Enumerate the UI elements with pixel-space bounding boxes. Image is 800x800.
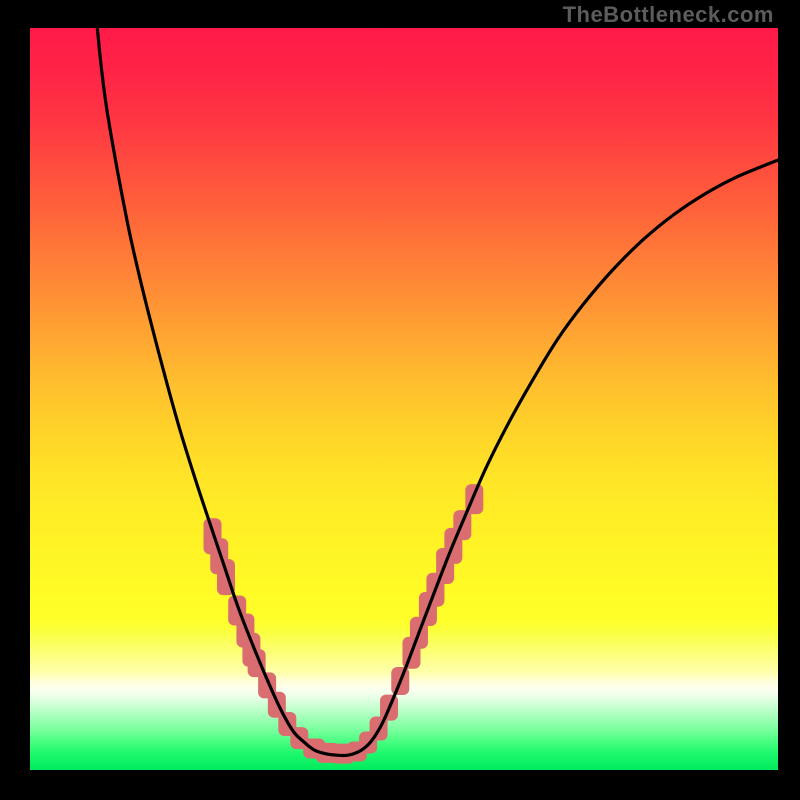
plot-area [30,28,778,770]
v-curve [97,28,778,756]
chart-root: TheBottleneck.com [0,0,800,800]
curve-layer [30,28,778,770]
watermark-text: TheBottleneck.com [563,2,774,28]
